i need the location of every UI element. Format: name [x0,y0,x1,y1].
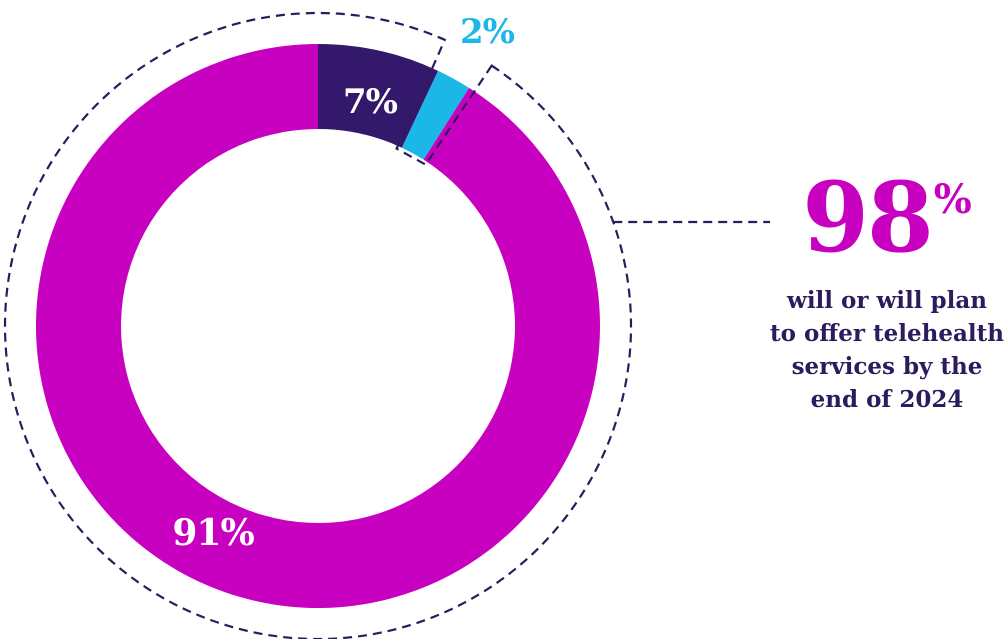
callout-line-3: services by the [791,353,983,380]
callout-stat: 98% [802,170,972,266]
label-seven-percent: 7% [343,82,398,122]
label-two-percent: 2% [460,12,515,52]
label-ninety-one-percent: 91% [172,512,254,554]
slice-ninety-one-percent [35,44,600,608]
donut-slices [35,44,600,608]
callout-value: 98 [802,161,934,274]
callout-description: will or will plan to offer telehealth se… [770,284,1004,416]
slice-labels: 7% 2% 91% [172,12,515,554]
callout-line-1: will or will plan [787,287,987,314]
callout-line-4: end of 2024 [810,386,964,413]
dashed-outer-guide [3,11,633,639]
callout-percent-symbol: % [933,176,972,223]
callout: 98% will or will plan to offer telehealt… [770,170,1004,416]
callout-line-2: to offer telehealth [770,320,1004,347]
slice-two-percent [401,70,470,160]
